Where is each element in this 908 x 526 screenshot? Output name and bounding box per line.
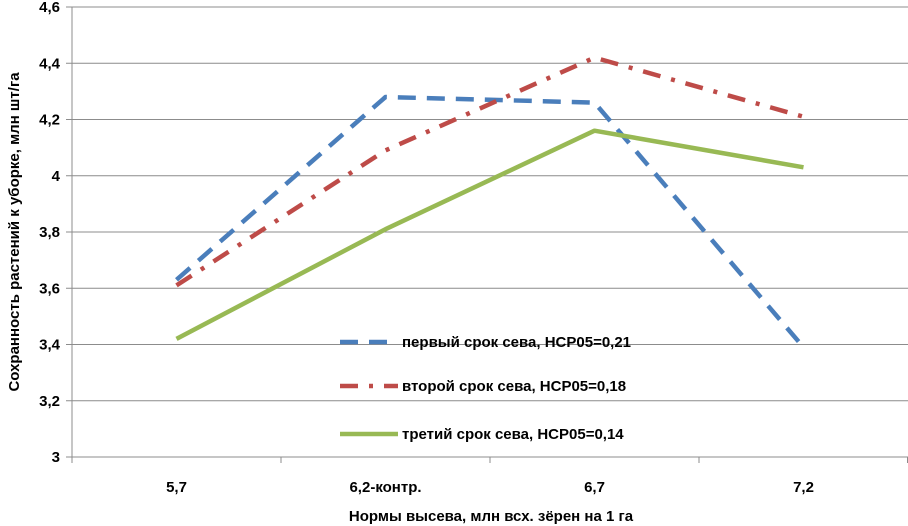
x-tick-label: 6,2-контр.	[349, 479, 421, 496]
series-line-3	[175, 128, 804, 341]
y-tick-label: 3,4	[39, 337, 61, 354]
y-tick-label: 3,2	[39, 393, 60, 410]
x-axis-label: Нормы высева, млн всх. зёрен на 1 га	[349, 508, 634, 525]
series-line-2	[175, 55, 805, 288]
y-tick-label: 3	[52, 449, 60, 466]
x-tick-label: 7,2	[793, 479, 814, 496]
legend-label-1: первый срок сева, НСР05=0,21	[402, 334, 631, 351]
legend-label-3: третий срок сева, НСР05=0,14	[402, 426, 624, 443]
y-tick-label: 3,8	[39, 224, 60, 241]
legend-label-2: второй срок сева, НСР05=0,18	[402, 378, 626, 395]
x-axis-ticks: 5,7 6,2-контр. 6,7 7,2	[71, 457, 908, 496]
legend: первый срок сева, НСР05=0,21 второй срок …	[340, 334, 631, 443]
y-axis-label: Сохранность растений к уборке, млн шт/га	[6, 72, 23, 392]
y-tick-label: 4	[52, 168, 61, 185]
y-axis-ticks: 3 3,2 3,4 3,6 3,8 4 4,2 4,4 4,6	[39, 0, 72, 466]
x-tick-label: 6,7	[584, 479, 605, 496]
x-tick-label: 5,7	[166, 479, 187, 496]
y-tick-label: 4,6	[39, 0, 60, 16]
y-tick-label: 4,4	[39, 55, 61, 72]
gridlines	[72, 6, 908, 402]
y-tick-label: 4,2	[39, 112, 60, 129]
series-line-1	[175, 94, 806, 349]
y-tick-label: 3,6	[39, 280, 60, 297]
series-lines	[175, 55, 806, 349]
